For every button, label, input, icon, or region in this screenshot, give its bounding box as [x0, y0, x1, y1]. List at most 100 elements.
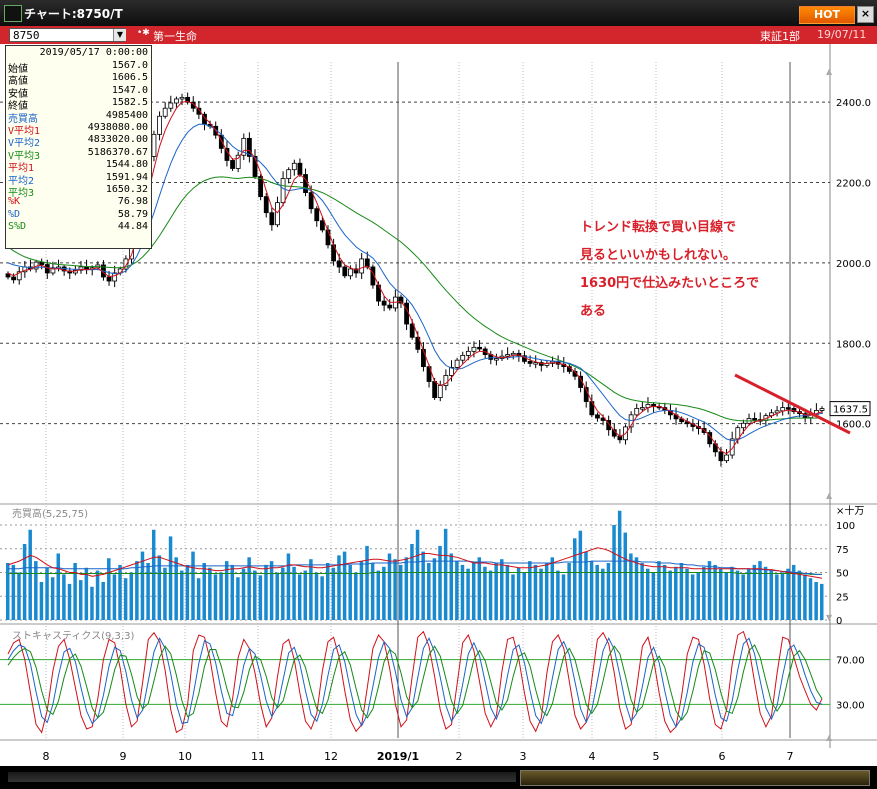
info-row-value: 4938080.00 [87, 122, 148, 133]
volume-bar [460, 564, 465, 620]
info-row-label: V平均1 [8, 126, 41, 137]
candle-body [196, 107, 202, 115]
volume-bar [56, 553, 61, 620]
annotation-line: ある [580, 304, 607, 319]
info-row-value: 1567.0 [111, 60, 148, 71]
candle-body [398, 296, 404, 304]
volume-bar [601, 568, 605, 620]
candle-body [724, 454, 729, 462]
info-row: 平均2 1591.94 [6, 172, 151, 187]
info-row: 安値 1547.0 [6, 85, 151, 100]
candle-body [162, 107, 168, 117]
volume-bar [247, 557, 251, 620]
candle-body [409, 323, 415, 338]
candle-body [415, 336, 421, 350]
hot-button[interactable]: HOT [799, 6, 855, 24]
volume-bar [112, 574, 117, 620]
symbol-input[interactable]: 8750 [9, 28, 125, 42]
stoch-2-line [7, 644, 823, 721]
volume-bar [78, 580, 83, 620]
volume-bar [578, 530, 583, 620]
volume-bar [292, 566, 296, 620]
volume-bar [657, 561, 661, 620]
candle-body [465, 350, 471, 356]
volume-bar [775, 574, 779, 620]
candle-body [404, 302, 409, 325]
volume-bar [286, 553, 291, 620]
volume-bar [140, 551, 145, 620]
volume-bar [224, 561, 229, 620]
info-row-label: V平均3 [8, 150, 41, 162]
candle-body [185, 96, 191, 103]
volume-bar [410, 544, 414, 620]
trend-line [734, 373, 851, 435]
volume-bar [432, 558, 437, 620]
volume-ma3-line [8, 572, 822, 575]
info-row-value: 1544.80 [105, 159, 148, 171]
volume-bar [331, 567, 336, 620]
candle-body [314, 208, 320, 222]
ma3-line [7, 176, 823, 422]
close-icon[interactable]: × [857, 6, 874, 23]
chevron-down-icon[interactable]: ▼ [113, 29, 126, 41]
candle-body [449, 367, 454, 376]
candle-body [353, 268, 359, 274]
volume-bar [730, 566, 734, 620]
info-row: 売買高 4985400 [6, 110, 151, 125]
scroll-bar[interactable] [0, 766, 877, 789]
candle-body [741, 422, 746, 429]
volume-bar [528, 561, 532, 620]
volume-tick-label: 0 [836, 616, 842, 627]
scroll-thumb[interactable] [520, 770, 870, 786]
volume-bar [561, 574, 566, 620]
stoch-tick-label: 70.00 [836, 656, 865, 667]
x-tick-label: 11 [251, 750, 265, 763]
volume-bar [572, 538, 577, 620]
volume-bar [387, 553, 392, 620]
volume-bar [337, 555, 341, 620]
volume-bar [483, 566, 487, 620]
volume-bar [786, 568, 790, 620]
info-row-label: 売買高 [8, 113, 38, 125]
info-row-value: 58.79 [117, 208, 148, 220]
x-tick-label: 6 [719, 750, 726, 763]
x-tick-label: 10 [178, 750, 192, 763]
volume-bar [808, 578, 813, 620]
candle-body [16, 271, 22, 281]
volume-bar [415, 529, 420, 620]
info-row-label: 安値 [8, 88, 28, 100]
volume-ma2-line [8, 560, 822, 575]
scroll-track[interactable] [8, 772, 516, 782]
info-row-label: 高値 [8, 76, 28, 88]
volume-bar [803, 574, 807, 620]
volume-bar [28, 529, 32, 620]
candle-body [774, 410, 780, 414]
volume-bar [752, 564, 757, 620]
y-tick-label: 2400.0 [836, 98, 871, 109]
candle-body [437, 385, 443, 398]
x-tick-label: 12 [324, 750, 338, 763]
volume-bar [505, 564, 510, 620]
volume-bar [45, 567, 49, 620]
volume-bar [685, 568, 689, 620]
volume-bar [22, 544, 27, 620]
volume-bar [550, 557, 555, 620]
volume-bar [180, 570, 184, 620]
volume-bar [253, 570, 257, 620]
volume-bar [404, 557, 409, 620]
volume-bar [421, 551, 425, 620]
volume-bar [820, 583, 824, 620]
stock-name: 第一生命 [153, 30, 197, 43]
volume-bar [129, 572, 134, 620]
volume-bar [617, 510, 622, 620]
candle-body [634, 408, 640, 416]
volume-bar [62, 574, 66, 620]
candle-body [263, 196, 269, 214]
volume-title: 売買高(5,25,75) [12, 507, 88, 520]
volume-bar [797, 570, 802, 620]
volume-bar [488, 570, 493, 620]
volume-bar [438, 545, 442, 620]
info-row-value: 5186370.67 [87, 146, 148, 158]
price-tag: 1637.5 [833, 405, 868, 416]
candle-body [252, 156, 258, 177]
